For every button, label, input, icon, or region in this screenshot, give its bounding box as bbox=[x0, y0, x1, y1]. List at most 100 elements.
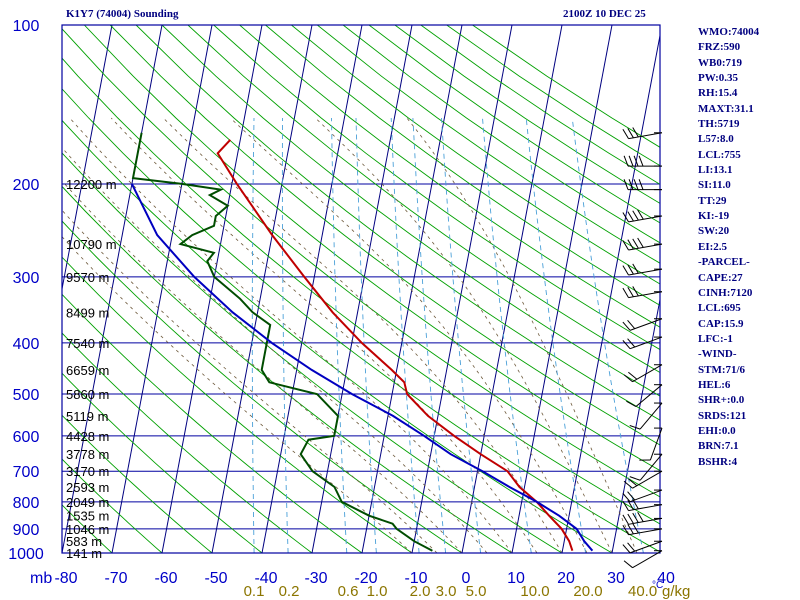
dry-adiabat-line bbox=[62, 293, 363, 553]
mixing-ratio-line bbox=[571, 117, 644, 553]
height-label: 5119 m bbox=[66, 409, 108, 424]
wind-barb bbox=[639, 427, 663, 461]
height-label: 10790 m bbox=[66, 237, 117, 252]
dry-adiabat-line bbox=[265, 25, 660, 306]
dry-adiabat-line bbox=[62, 458, 163, 553]
moist-adiabat-line bbox=[69, 117, 513, 553]
moist-adiabat-line bbox=[62, 209, 438, 553]
pressure-tick-label: 500 bbox=[13, 387, 40, 404]
dry-adiabat-line bbox=[187, 25, 660, 374]
height-label: 2049 m bbox=[66, 495, 109, 510]
index-item: PW:0.35 bbox=[698, 72, 739, 85]
wind-barb bbox=[622, 336, 663, 350]
isotherm-line bbox=[111, 25, 213, 553]
height-label: 7540 m bbox=[66, 336, 109, 351]
height-label: 583 m bbox=[66, 534, 102, 549]
height-label: 1535 m bbox=[66, 509, 109, 524]
index-item: SI:11.0 bbox=[698, 179, 731, 192]
index-item: BSHR:4 bbox=[698, 455, 738, 468]
mixing-ratio-label: 0.1 bbox=[244, 583, 265, 600]
pressure-tick-label: 1000 bbox=[8, 546, 44, 563]
index-item: WB0:719 bbox=[698, 56, 742, 69]
plot-frame bbox=[61, 24, 661, 554]
moist-adiabat-line bbox=[62, 180, 463, 553]
index-item: LFC:-1 bbox=[698, 332, 733, 345]
mixing-ratio-line bbox=[412, 117, 447, 553]
dry-adiabat-line bbox=[291, 25, 660, 285]
wind-barb bbox=[622, 127, 663, 140]
height-label: 3170 m bbox=[66, 464, 109, 479]
mixing-ratio-line bbox=[251, 117, 255, 553]
isotherm-line bbox=[161, 25, 263, 553]
height-label: 8499 m bbox=[66, 305, 109, 320]
wind-barb bbox=[623, 470, 663, 489]
mixing-ratio-line bbox=[355, 117, 377, 553]
dry-adiabat-line bbox=[62, 504, 113, 553]
chart-title: K1Y7 (74004) Sounding bbox=[66, 8, 179, 20]
mixing-ratio-line bbox=[331, 117, 348, 553]
isotherm-line bbox=[261, 25, 363, 553]
wind-barb bbox=[623, 550, 663, 569]
mixing-ratio-label: 5.0 bbox=[466, 583, 487, 600]
dry-adiabat-line bbox=[62, 28, 660, 498]
temperature-tick-label: -50 bbox=[204, 570, 227, 587]
mixing-ratio-label-last: 40.0 bbox=[628, 583, 657, 600]
wind-barb bbox=[622, 237, 663, 251]
index-item: -WIND- bbox=[698, 348, 737, 361]
isotherm-line bbox=[361, 25, 463, 553]
index-item: STM:71/6 bbox=[698, 363, 746, 376]
mixing-ratio-label: 1.0 bbox=[367, 583, 388, 600]
dewpoint-trace bbox=[131, 132, 433, 552]
wind-barb bbox=[623, 155, 662, 167]
mixing-ratio-label: 0.6 bbox=[338, 583, 359, 600]
index-item: SHR+:0.0 bbox=[698, 394, 745, 407]
wind-barb bbox=[622, 263, 663, 276]
index-item: RH:15.4 bbox=[698, 87, 738, 100]
index-item: EI:2.5 bbox=[698, 240, 728, 253]
index-item: TH:5719 bbox=[698, 118, 740, 131]
mixing-ratio-unit: g/kg bbox=[662, 583, 690, 600]
index-item: KI:-19 bbox=[698, 210, 730, 223]
height-label: 2593 m bbox=[66, 480, 109, 495]
mixing-ratio-label: 10.0 bbox=[520, 583, 549, 600]
moist-adiabat-line bbox=[163, 117, 563, 553]
index-item: HEL:6 bbox=[698, 378, 731, 391]
wind-barb bbox=[623, 364, 663, 383]
index-item: LI:13.1 bbox=[698, 164, 733, 177]
index-item: EHI:0.0 bbox=[698, 424, 736, 437]
x-axis-unit: °C bbox=[652, 580, 663, 591]
pressure-tick-label: 100 bbox=[13, 18, 40, 35]
temperature-tick-label: -60 bbox=[154, 570, 177, 587]
temperature-tick-label: -80 bbox=[54, 570, 77, 587]
isotherm-line bbox=[411, 25, 513, 553]
dry-adiabat-line bbox=[239, 25, 660, 328]
moist-adiabat-line bbox=[315, 117, 613, 553]
pressure-tick-label: 900 bbox=[13, 522, 40, 539]
height-label: 141 m bbox=[66, 546, 102, 561]
dry-adiabat-line bbox=[62, 372, 263, 553]
temperature-tick-label: -30 bbox=[304, 570, 327, 587]
index-item: CAPE:27 bbox=[698, 271, 743, 284]
chart-time: 2100Z 10 DEC 25 bbox=[563, 8, 646, 20]
wind-barb bbox=[622, 286, 663, 299]
mixing-ratio-label: 2.0 bbox=[410, 583, 431, 600]
isotherm-line bbox=[0, 25, 12, 553]
parcel-trace bbox=[131, 183, 594, 552]
pressure-tick-label: 700 bbox=[13, 464, 40, 481]
dry-adiabat-line bbox=[161, 25, 660, 397]
dry-adiabat-line bbox=[342, 25, 660, 244]
temperature-tick-label: 0 bbox=[462, 570, 471, 587]
dry-adiabat-line bbox=[62, 256, 413, 553]
dry-adiabat-line bbox=[317, 25, 660, 264]
y-axis-unit: mb bbox=[30, 570, 52, 587]
wind-barb bbox=[623, 179, 662, 191]
wind-barb bbox=[629, 402, 663, 430]
index-item: TT:29 bbox=[698, 194, 727, 207]
height-label: 4428 m bbox=[66, 429, 109, 444]
moist-adiabat-line bbox=[62, 147, 488, 553]
index-item: BRN:7.1 bbox=[698, 440, 739, 453]
temperature-tick-label: 30 bbox=[607, 570, 625, 587]
temperature-tick-label: -20 bbox=[354, 570, 377, 587]
temperature-tick-label: -70 bbox=[104, 570, 127, 587]
